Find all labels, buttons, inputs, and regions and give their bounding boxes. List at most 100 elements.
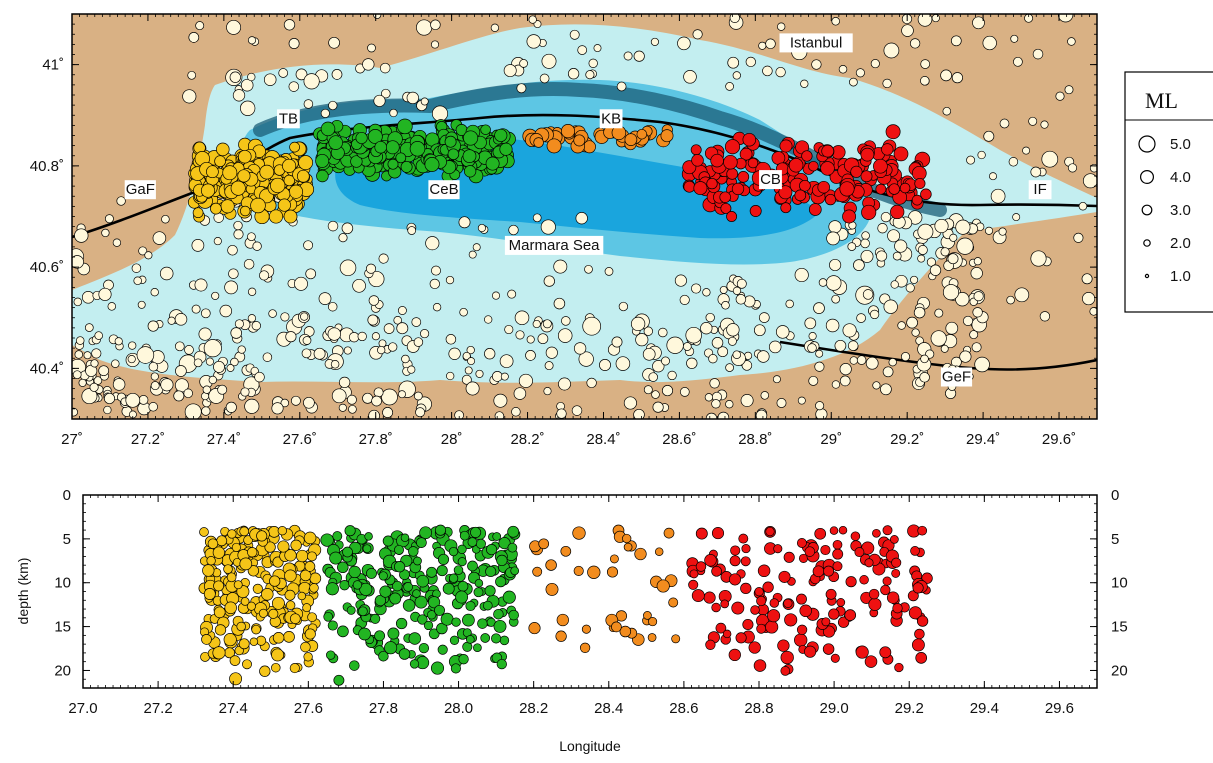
cluster-event-marker <box>860 170 873 183</box>
event-marker <box>184 345 194 355</box>
event-marker <box>191 304 201 314</box>
section-event-marker <box>740 556 751 567</box>
section-event-marker <box>428 596 441 609</box>
section-event-marker <box>502 590 516 604</box>
section-event-marker <box>465 600 476 612</box>
event-marker <box>658 327 668 338</box>
section-event-marker <box>654 547 664 556</box>
section-event-marker <box>611 621 622 633</box>
section-event-marker <box>392 580 403 592</box>
event-marker <box>808 375 819 386</box>
map-y-tick-label: 40.8˚ <box>30 158 64 175</box>
event-marker <box>280 312 290 322</box>
event-marker <box>768 340 782 354</box>
cluster-event-marker <box>463 165 477 178</box>
event-marker <box>839 363 852 376</box>
event-marker <box>947 253 959 265</box>
cluster-event-marker <box>742 132 757 147</box>
event-marker <box>74 228 89 243</box>
event-marker <box>445 275 455 285</box>
event-marker <box>974 356 990 373</box>
cluster-event-marker <box>288 184 304 199</box>
event-marker <box>942 284 960 301</box>
event-marker <box>259 270 270 281</box>
map-y-tick-label: 40.4˚ <box>30 360 64 377</box>
cluster-event-marker <box>720 202 732 214</box>
event-marker <box>959 350 972 363</box>
event-marker <box>328 36 340 49</box>
event-marker <box>1022 146 1031 155</box>
section-event-marker <box>339 580 350 591</box>
cluster-event-marker <box>820 161 835 176</box>
event-marker <box>247 232 256 242</box>
map-x-tick-label: 28.6˚ <box>662 431 696 448</box>
section-event-marker <box>272 632 285 644</box>
event-marker <box>890 280 899 289</box>
cluster-event-marker <box>282 158 297 173</box>
section-event-marker <box>756 623 767 634</box>
event-marker <box>425 236 440 251</box>
cluster-event-marker <box>890 204 905 220</box>
event-marker <box>543 275 555 287</box>
section-event-marker <box>467 560 478 572</box>
event-marker <box>159 266 174 281</box>
event-marker <box>420 329 430 339</box>
event-marker <box>101 228 110 238</box>
event-marker <box>327 301 338 312</box>
section-event-marker <box>581 624 591 634</box>
event-marker <box>367 43 376 53</box>
section-event-marker <box>346 605 356 615</box>
event-marker <box>213 360 225 373</box>
event-marker <box>343 346 352 355</box>
event-marker <box>616 81 627 92</box>
event-marker <box>195 21 205 31</box>
map-ticks: 27˚ 27.2˚ 27.4˚ 27.6˚ 27.8˚ 28˚ 28.2˚ 28.4˚ 28.6… <box>30 13 1098 448</box>
section-event-marker <box>202 564 215 577</box>
cluster-event-marker <box>706 177 718 190</box>
section-event-marker <box>240 597 250 606</box>
section-event-marker <box>765 526 775 537</box>
cluster-event-marker <box>731 182 745 196</box>
event-marker <box>388 342 398 352</box>
map-x-tick-label: 28.8˚ <box>738 431 772 448</box>
event-marker <box>911 328 920 337</box>
section-event-marker <box>458 654 469 665</box>
event-marker <box>407 226 417 235</box>
event-marker <box>567 68 580 80</box>
section-event-marker <box>309 572 322 585</box>
map-area: Istanbul TB KB CeB CB Marmara Sea GaF IF GeF <box>72 14 1097 419</box>
map-x-tick-label: 27.8˚ <box>359 431 393 448</box>
event-marker <box>945 321 959 335</box>
section-event-marker <box>207 538 219 549</box>
event-marker <box>72 407 78 417</box>
section-event-marker <box>892 603 903 614</box>
cluster-event-marker <box>206 165 219 179</box>
section-event-marker <box>767 609 781 623</box>
section-event-marker <box>370 613 381 624</box>
section-x-tick-label: 29.6 <box>1045 700 1074 717</box>
cluster-event-marker <box>494 128 508 142</box>
event-marker <box>128 341 137 350</box>
section-x-tick-label: 29.0 <box>820 700 849 717</box>
cluster-event-marker <box>683 180 696 193</box>
event-marker <box>103 392 116 405</box>
event-marker <box>905 283 915 293</box>
event-marker <box>856 313 866 323</box>
event-marker <box>818 278 828 287</box>
event-marker <box>741 360 753 371</box>
event-marker <box>148 402 158 412</box>
event-marker <box>942 106 952 116</box>
event-marker <box>865 356 879 370</box>
cluster-event-marker <box>214 155 226 168</box>
event-marker <box>880 383 892 396</box>
event-marker <box>906 316 918 329</box>
event-marker <box>263 73 277 86</box>
event-marker <box>175 365 187 377</box>
legend-entries: 5.0 4.0 3.0 2.0 1.0 <box>1138 135 1191 285</box>
cluster-event-marker <box>409 141 426 157</box>
event-marker <box>173 390 185 402</box>
section-event-marker <box>434 524 447 536</box>
event-marker <box>280 398 290 408</box>
event-marker <box>623 51 633 61</box>
place-label-bg <box>504 235 604 255</box>
